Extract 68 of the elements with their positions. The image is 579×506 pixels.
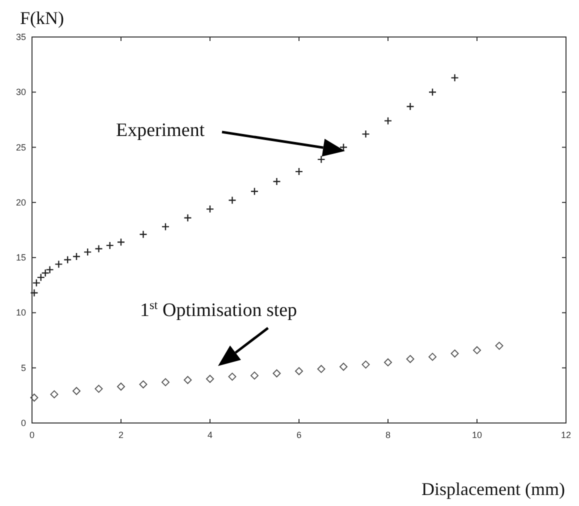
- point: [428, 88, 437, 96]
- point: [340, 362, 348, 371]
- point: [84, 248, 92, 256]
- point: [406, 355, 414, 364]
- point: [184, 376, 192, 384]
- point: [161, 222, 170, 231]
- point: [41, 268, 50, 278]
- x-tick-label: 8: [385, 430, 391, 440]
- x-axis-title: Displacement (mm): [422, 479, 565, 499]
- point: [94, 244, 103, 253]
- point: [250, 372, 258, 380]
- y-tick-label: 25: [16, 142, 26, 152]
- point: [294, 167, 304, 176]
- x-tick-label: 10: [472, 430, 482, 440]
- point: [272, 369, 281, 378]
- point: [272, 177, 281, 186]
- point: [94, 384, 103, 393]
- point: [106, 241, 114, 250]
- annotation: 1$^{st}$ Optimisation step: [140, 298, 298, 321]
- annotation: Experiment: [116, 120, 206, 141]
- point: [54, 260, 63, 268]
- point: [30, 394, 38, 402]
- point: [450, 74, 459, 82]
- point: [473, 346, 481, 354]
- y-tick-label: 10: [16, 308, 26, 318]
- point: [139, 230, 148, 239]
- y-tick-label: 35: [16, 32, 26, 42]
- point: [32, 278, 41, 288]
- point: [72, 387, 80, 396]
- x-tick-label: 6: [296, 430, 302, 440]
- x-tick-label: 2: [118, 430, 124, 440]
- y-tick-label: 0: [20, 418, 26, 428]
- y-tick-label: 15: [16, 252, 26, 263]
- point: [30, 288, 38, 297]
- y-tick-label: 30: [16, 87, 26, 98]
- point: [36, 273, 45, 282]
- point: [250, 187, 259, 196]
- point: [317, 364, 326, 373]
- point: [139, 380, 148, 388]
- point: [206, 204, 214, 214]
- point: [339, 143, 348, 152]
- point: [384, 116, 392, 125]
- point: [384, 358, 392, 366]
- point: [450, 350, 459, 358]
- point: [184, 214, 192, 222]
- point: [406, 102, 414, 111]
- x-tick-label: 12: [560, 430, 572, 440]
- point: [117, 382, 125, 391]
- y-tick-label: 20: [16, 197, 26, 208]
- x-tick-label: 4: [207, 430, 213, 440]
- point: [362, 130, 370, 138]
- point: [362, 360, 370, 369]
- point: [495, 342, 504, 350]
- point: [46, 266, 54, 274]
- point: [72, 252, 81, 261]
- point: [317, 155, 326, 164]
- point: [63, 256, 72, 264]
- point: [162, 378, 170, 386]
- y-tick-label: 5: [20, 362, 26, 373]
- x-tick-label: 0: [29, 430, 35, 440]
- point: [228, 196, 236, 204]
- point: [295, 367, 303, 376]
- y-axis-title: F(kN): [20, 8, 64, 28]
- point: [206, 374, 214, 383]
- point: [228, 372, 236, 381]
- point: [50, 390, 58, 398]
- point: [116, 238, 126, 246]
- point: [428, 352, 436, 361]
